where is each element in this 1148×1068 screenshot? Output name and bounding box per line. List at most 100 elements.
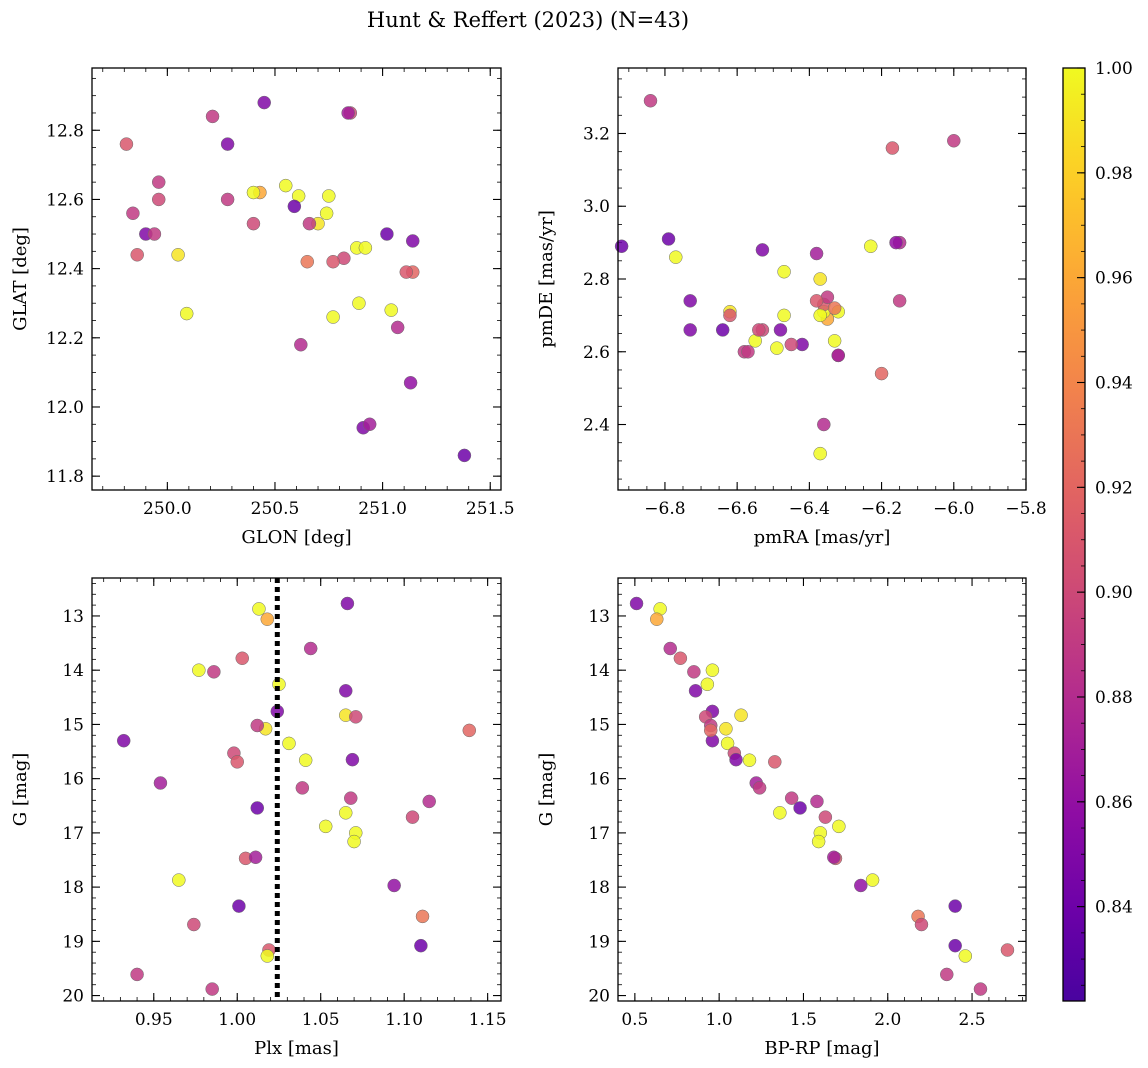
data-point bbox=[777, 264, 791, 279]
data-point bbox=[629, 596, 644, 611]
y-tick-label: 3.0 bbox=[583, 197, 610, 217]
axes-frame bbox=[617, 577, 1027, 1002]
data-point bbox=[352, 296, 366, 310]
y-tick-label: 12.6 bbox=[46, 190, 84, 210]
data-point bbox=[384, 303, 398, 317]
minor-ticks bbox=[617, 578, 1026, 1001]
data-point bbox=[650, 612, 664, 626]
data-point bbox=[187, 917, 201, 932]
data-point bbox=[817, 417, 831, 432]
panel-bprp-g: 0.5 1.0 1.5 2.0 2.5 13 14 15 16 17 18 19 20 BP-RP [ma… bbox=[536, 577, 1027, 1059]
data-point bbox=[347, 834, 361, 849]
data-point bbox=[230, 755, 244, 769]
data-point bbox=[319, 206, 334, 221]
data-point bbox=[892, 294, 907, 308]
data-point bbox=[295, 781, 310, 795]
data-point bbox=[768, 755, 782, 769]
data-point bbox=[813, 272, 827, 286]
axes-frame bbox=[91, 67, 502, 491]
y-tick-label: 13 bbox=[62, 607, 84, 627]
data-point bbox=[248, 850, 263, 865]
y-tick-label: 19 bbox=[62, 932, 84, 952]
y-tick-label: 14 bbox=[588, 661, 610, 681]
panels: 250.0 250.5 251.0 251.5 11.8 12.0 12.2 12.4 12.6… bbox=[10, 67, 1047, 1059]
data-point bbox=[741, 345, 755, 359]
colorbar: 0.84 0.86 0.88 0.90 0.92 0.94 0.96 0.98 1.00 bbox=[1062, 59, 1133, 1002]
data-point bbox=[405, 234, 420, 248]
data-point bbox=[252, 602, 266, 616]
minor-ticks bbox=[92, 68, 501, 490]
data-point bbox=[257, 95, 271, 110]
data-point bbox=[948, 899, 962, 913]
x-tick-label: −5.8 bbox=[1005, 499, 1046, 519]
y-tick-label: 16 bbox=[62, 770, 84, 790]
y-tick-label: 12.0 bbox=[46, 398, 84, 418]
scatter-points bbox=[119, 95, 472, 463]
data-point bbox=[205, 109, 220, 124]
panel-glon-glat: 250.0 250.5 251.0 251.5 11.8 12.0 12.2 12.4 12.6… bbox=[10, 67, 515, 548]
data-point bbox=[973, 982, 988, 996]
figure-title: Hunt & Reffert (2023) (N=43) bbox=[367, 8, 689, 32]
x-axis-label: GLON [deg] bbox=[241, 527, 351, 548]
data-point bbox=[752, 781, 767, 795]
data-point bbox=[752, 323, 766, 337]
x-tick-label: 0.95 bbox=[135, 1010, 173, 1030]
colorbar-tick-label: 0.98 bbox=[1095, 164, 1133, 184]
x-axis-label: BP-RP [mag] bbox=[764, 1038, 879, 1059]
y-tick-label: 17 bbox=[588, 824, 610, 844]
data-point bbox=[914, 917, 929, 932]
data-point bbox=[827, 850, 841, 865]
data-point bbox=[172, 873, 186, 887]
x-tick-label: 1.05 bbox=[302, 1010, 340, 1030]
x-tick-label: 1.0 bbox=[706, 1010, 733, 1030]
data-point bbox=[260, 612, 275, 626]
colorbar-frame bbox=[1062, 67, 1086, 1002]
data-point bbox=[1000, 943, 1015, 957]
data-point bbox=[755, 243, 770, 257]
x-tick-label: 1.5 bbox=[790, 1010, 817, 1030]
data-point bbox=[338, 684, 353, 698]
data-point bbox=[232, 899, 246, 913]
axes-frame bbox=[617, 67, 1027, 491]
y-tick-label: 15 bbox=[588, 715, 610, 735]
data-point bbox=[151, 192, 166, 207]
data-point bbox=[703, 723, 718, 738]
data-point bbox=[126, 206, 140, 221]
data-point bbox=[673, 651, 688, 666]
y-tick-label: 18 bbox=[588, 878, 610, 898]
data-point bbox=[260, 949, 275, 963]
data-point bbox=[742, 753, 757, 767]
data-point bbox=[947, 134, 961, 148]
x-tick-label: 2.0 bbox=[874, 1010, 901, 1030]
data-point bbox=[246, 216, 261, 231]
data-point bbox=[116, 733, 131, 748]
colorbar-fill bbox=[1063, 68, 1085, 1001]
scatter-points bbox=[629, 596, 1015, 996]
data-point bbox=[171, 248, 185, 262]
data-point bbox=[278, 178, 293, 193]
data-point bbox=[422, 794, 436, 809]
data-point bbox=[809, 294, 824, 308]
data-point bbox=[773, 323, 788, 337]
data-point bbox=[147, 227, 162, 241]
data-point bbox=[813, 308, 827, 323]
y-tick-label: 3.2 bbox=[583, 124, 610, 144]
x-tick-label: 1.15 bbox=[469, 1010, 507, 1030]
data-point bbox=[940, 967, 954, 982]
data-point bbox=[390, 320, 405, 335]
y-tick-label: 14 bbox=[62, 661, 84, 681]
data-point bbox=[811, 834, 826, 849]
scatter-points bbox=[116, 596, 477, 996]
data-point bbox=[405, 810, 420, 824]
colorbar-tick-label: 0.90 bbox=[1095, 583, 1133, 603]
colorbar-tick-label: 0.88 bbox=[1095, 688, 1133, 708]
data-point bbox=[414, 938, 428, 953]
data-point bbox=[683, 294, 697, 308]
x-tick-label: −6.2 bbox=[861, 499, 902, 519]
data-point bbox=[663, 641, 678, 656]
colorbar-tick-label: 0.86 bbox=[1095, 793, 1133, 813]
data-point bbox=[705, 663, 720, 677]
x-tick-label: −6.8 bbox=[644, 499, 685, 519]
data-point bbox=[235, 651, 249, 666]
data-point bbox=[729, 752, 743, 767]
